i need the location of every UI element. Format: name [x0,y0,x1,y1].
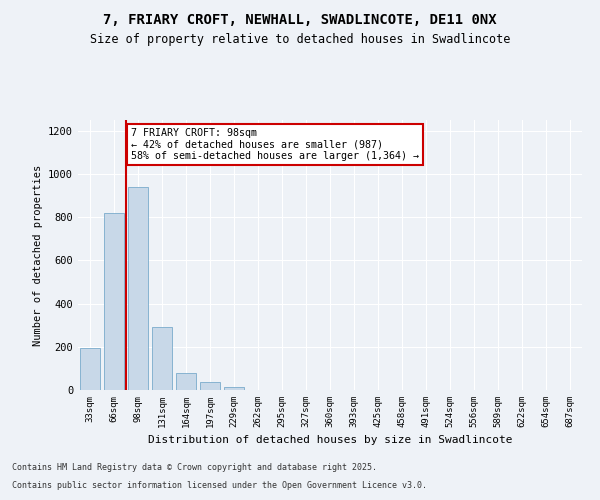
Text: Size of property relative to detached houses in Swadlincote: Size of property relative to detached ho… [90,32,510,46]
Bar [176,372,196,390]
Text: 7, FRIARY CROFT, NEWHALL, SWADLINCOTE, DE11 0NX: 7, FRIARY CROFT, NEWHALL, SWADLINCOTE, D… [103,12,497,26]
X-axis label: Distribution of detached houses by size in Swadlincote: Distribution of detached houses by size … [148,436,512,446]
Y-axis label: Number of detached properties: Number of detached properties [32,164,43,346]
Text: Contains public sector information licensed under the Open Government Licence v3: Contains public sector information licen… [12,481,427,490]
Bar [128,187,148,390]
Bar [152,328,172,390]
Text: Contains HM Land Registry data © Crown copyright and database right 2025.: Contains HM Land Registry data © Crown c… [12,464,377,472]
Bar [80,348,100,390]
Bar [200,382,220,390]
Bar [224,388,244,390]
Bar [104,213,124,390]
Text: 7 FRIARY CROFT: 98sqm
← 42% of detached houses are smaller (987)
58% of semi-det: 7 FRIARY CROFT: 98sqm ← 42% of detached … [131,128,419,162]
